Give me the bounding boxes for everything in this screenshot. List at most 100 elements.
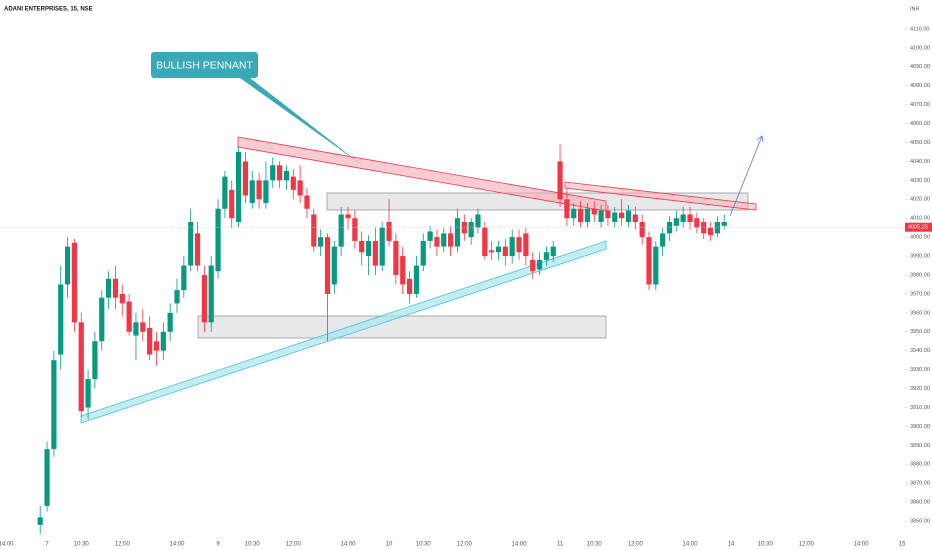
candle-body <box>680 214 686 222</box>
candle-body <box>502 246 508 257</box>
candle-body <box>598 210 604 222</box>
x-tick-label: 14:00 <box>0 542 14 548</box>
candle-body <box>133 322 139 336</box>
y-tick-label: 4090.00 <box>910 64 930 70</box>
candle-body <box>304 195 310 209</box>
x-tick-label: 14:00 <box>341 542 357 548</box>
candle-body <box>707 227 714 236</box>
last-price-tag <box>905 222 932 232</box>
x-tick-label: 10 <box>386 542 393 548</box>
y-tick-label: 3960.00 <box>910 310 930 316</box>
candle-body <box>434 237 440 247</box>
y-tick-label: 4070.00 <box>910 102 930 108</box>
candle-body <box>605 210 611 219</box>
candle-body <box>235 151 242 222</box>
candle-body <box>577 208 584 222</box>
y-tick-label: 3860.00 <box>910 500 930 506</box>
candle-body <box>119 293 125 304</box>
candle-body <box>632 214 638 222</box>
resistance-band <box>564 181 757 211</box>
x-tick-label: 10:30 <box>416 542 432 548</box>
candle-body <box>99 297 105 342</box>
x-tick-label: 14 <box>728 542 735 548</box>
candle-body <box>208 265 214 323</box>
y-tick-label: 3910.00 <box>910 405 930 411</box>
x-tick-label: 10:30 <box>758 542 774 548</box>
candle-body <box>352 218 358 241</box>
x-tick-label: 14:00 <box>683 542 699 548</box>
candle-body <box>721 222 727 226</box>
candle-body <box>591 208 597 215</box>
y-tick-label: 3850.00 <box>910 519 930 525</box>
y-tick-label: 4000.00 <box>910 235 930 241</box>
y-tick-label: 3900.00 <box>910 424 930 430</box>
candle-body <box>673 218 679 226</box>
candle-body <box>495 246 502 253</box>
candle-body <box>290 176 296 190</box>
y-tick-label: 3870.00 <box>910 481 930 487</box>
drawings: BULLISH PENNANT <box>80 52 764 424</box>
candle-body <box>468 222 474 238</box>
y-tick-label: 4100.00 <box>910 45 930 51</box>
candle-body <box>694 218 700 228</box>
candle-body <box>140 322 146 332</box>
candle-body <box>153 341 160 351</box>
y-tick-label: 3890.00 <box>910 443 930 449</box>
x-tick-label: 9 <box>216 542 220 548</box>
candle-body <box>256 180 262 200</box>
candle-body <box>475 214 481 228</box>
candle-body <box>489 250 495 253</box>
y-tick-label: 4050.00 <box>910 140 930 146</box>
candle-body <box>386 222 392 241</box>
y-tick-label: 4060.00 <box>910 121 930 127</box>
candle-body <box>71 242 78 323</box>
candle-body <box>318 237 324 247</box>
candle-body <box>277 165 283 181</box>
x-tick-label: 10:30 <box>74 542 90 548</box>
y-tick-label: 4110.00 <box>910 26 929 32</box>
currency-label: INR <box>910 6 920 12</box>
candle-body <box>78 322 84 412</box>
candle-body <box>441 233 447 247</box>
candle-body <box>64 246 71 285</box>
candle-body <box>516 237 522 253</box>
candle-body <box>242 161 249 196</box>
candle-body <box>188 222 194 266</box>
x-tick-label: 12:00 <box>115 542 131 548</box>
candle-body <box>229 189 235 219</box>
candle-body <box>482 227 488 257</box>
x-tick-label: 14:00 <box>854 542 870 548</box>
y-tick-label: 3930.00 <box>910 367 930 373</box>
y-tick-label: 3980.00 <box>910 272 930 278</box>
candle-body <box>461 222 467 234</box>
x-tick-label: 14:00 <box>169 542 185 548</box>
x-tick-label: 7 <box>45 542 49 548</box>
y-tick-label: 4010.00 <box>910 216 930 222</box>
candle-body <box>427 231 433 241</box>
candle-body <box>639 222 645 238</box>
candle-body <box>263 180 269 204</box>
candle-body <box>612 212 618 222</box>
projection-arrow <box>729 135 763 217</box>
candle-body <box>646 237 652 285</box>
y-tick-label: 3880.00 <box>910 462 930 468</box>
support-band <box>80 240 607 424</box>
y-tick-label: 4030.00 <box>910 178 930 184</box>
candles <box>37 144 727 535</box>
y-tick-label: 4020.00 <box>910 197 930 203</box>
candle-body <box>37 517 43 525</box>
candle-body <box>160 331 166 351</box>
y-tick-label: 3920.00 <box>910 386 930 392</box>
candle-body <box>666 222 673 234</box>
y-tick-label: 3950.00 <box>910 329 930 335</box>
candle-body <box>106 278 112 298</box>
candle-body <box>619 212 625 219</box>
candle-body <box>564 199 570 219</box>
candle-body <box>448 233 454 247</box>
candle-body <box>584 208 591 222</box>
candle-body <box>379 227 385 266</box>
candle-body <box>249 180 255 204</box>
candle-body <box>536 259 543 270</box>
candle-body <box>194 233 201 266</box>
